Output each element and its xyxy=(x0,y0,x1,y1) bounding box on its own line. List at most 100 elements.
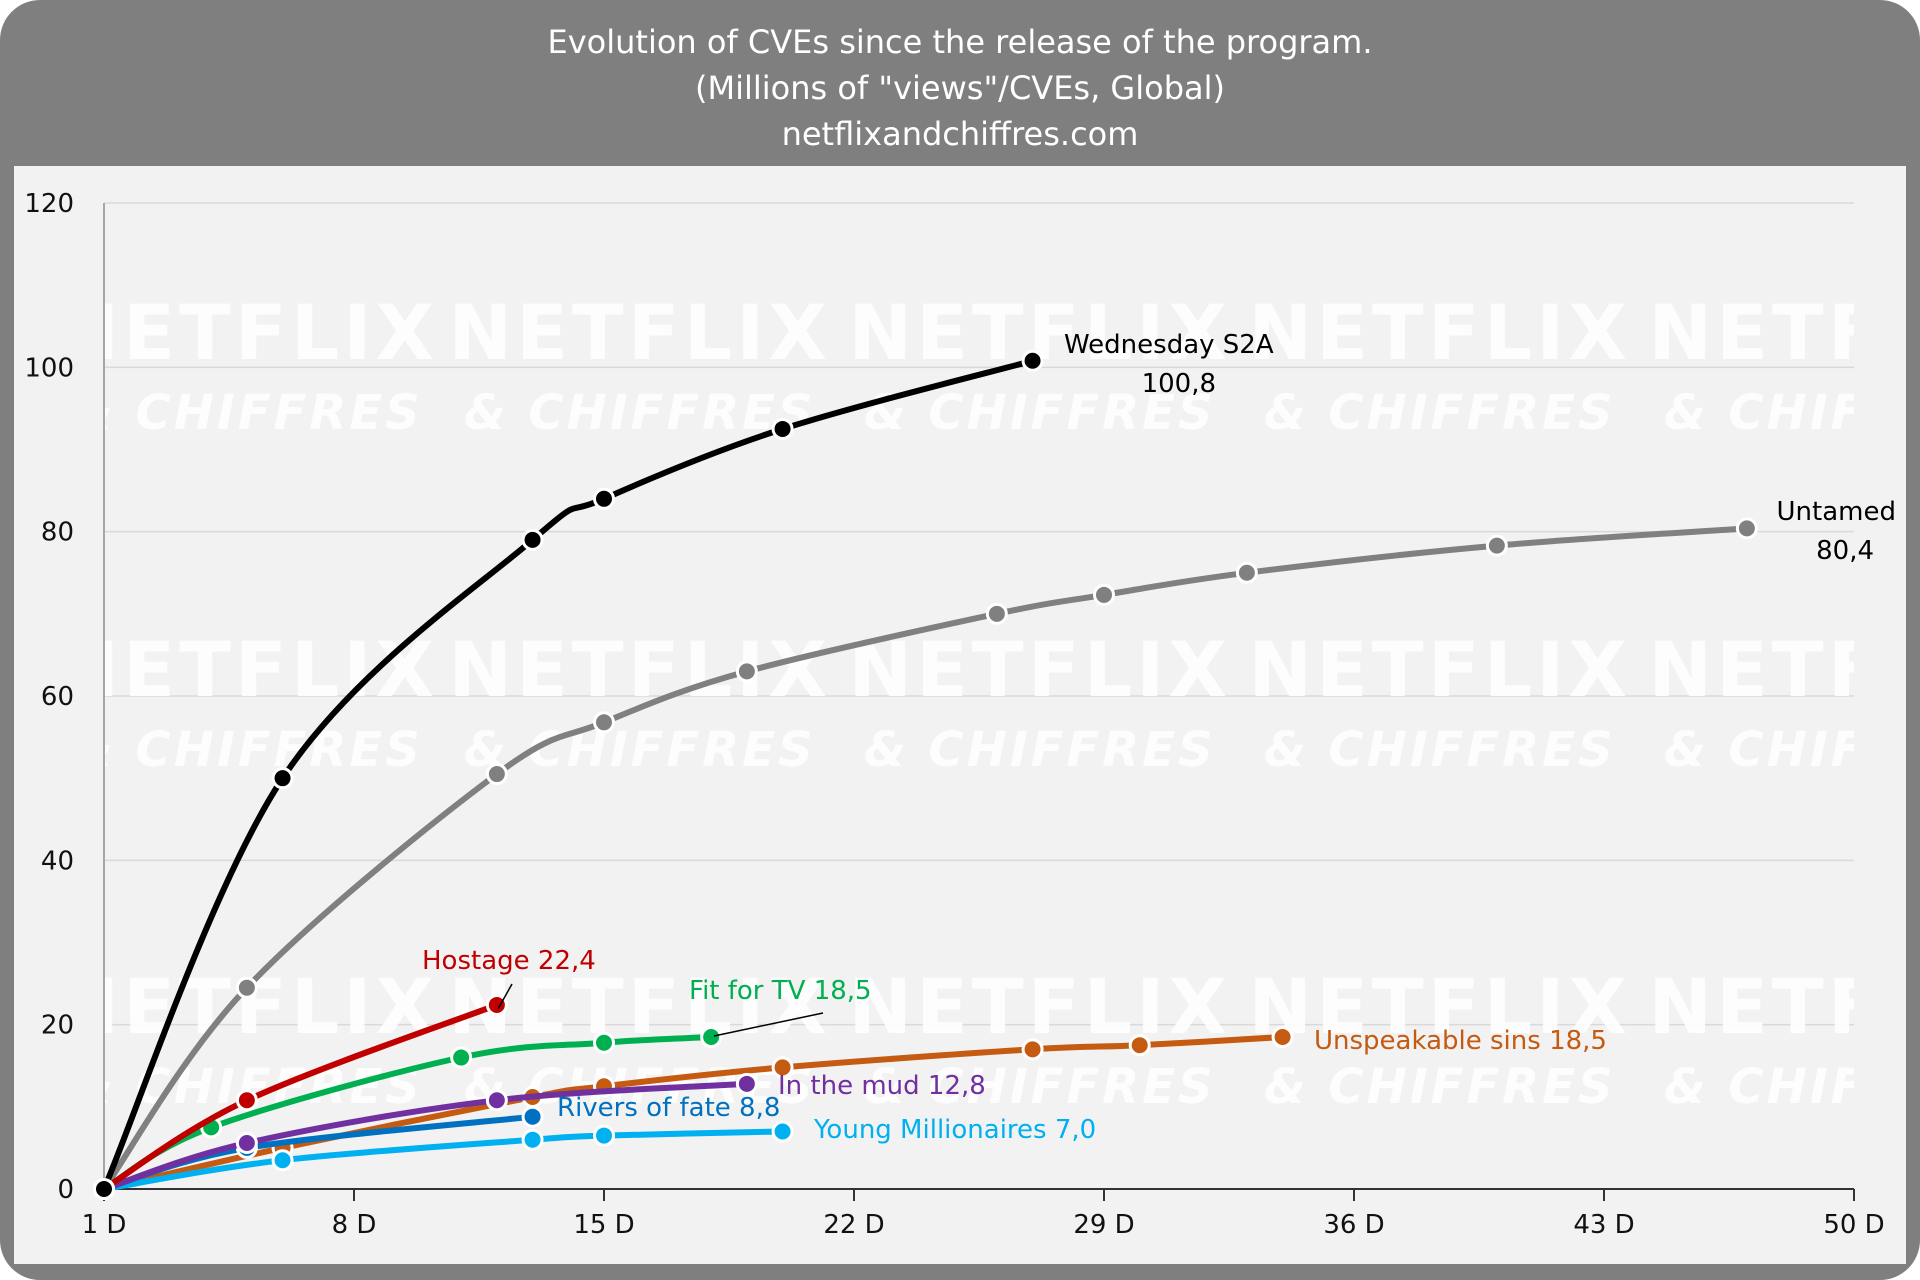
series-line-mud xyxy=(101,1080,750,1192)
series-label-young: Young Millionaires 7,0 xyxy=(813,1115,1096,1145)
watermark-text: NETFLIX xyxy=(448,288,831,377)
data-point-fit xyxy=(700,1025,723,1048)
data-point-wednesday xyxy=(271,767,294,790)
data-point-young xyxy=(271,1149,294,1172)
series-label-hostage: Hostage 22,4 xyxy=(422,946,596,976)
y-tick-label: 120 xyxy=(24,189,74,219)
watermark-text: & CHIFFRES xyxy=(1664,1059,1906,1115)
label-leader-hostage xyxy=(497,983,513,1010)
series-label-mud: In the mud 12,8 xyxy=(778,1071,986,1101)
series-label-fit: Fit for TV 18,5 xyxy=(689,976,872,1006)
data-point-young xyxy=(521,1128,544,1151)
watermark-text: NETFLIX xyxy=(448,962,831,1051)
watermark-text: NETFLIX xyxy=(848,962,1231,1051)
x-tick-label: 29 D xyxy=(1073,1210,1134,1240)
watermark-text: NETFLIX xyxy=(1648,288,1906,377)
series-label-wednesday: 100,8 xyxy=(1142,369,1216,399)
watermark-text: NETFLIX xyxy=(1248,288,1631,377)
data-point-wednesday xyxy=(93,1178,115,1200)
watermark-text: & CHIFFRES xyxy=(464,385,816,441)
data-point-mud xyxy=(235,1131,258,1154)
watermark: NETFLIX & CHIFFRES NETFLIX & CHIFFRES NETFLI… xyxy=(56,288,1906,1115)
x-tick-label: 36 D xyxy=(1323,1210,1384,1240)
data-point-rivers xyxy=(521,1105,544,1128)
data-point-untamed xyxy=(1735,517,1758,540)
series-label-unspeakable: Unspeakable sins 18,5 xyxy=(1314,1026,1607,1056)
x-tick-label: 43 D xyxy=(1573,1210,1634,1240)
plot-panel: NETFLIX & CHIFFRES NETFLIX & CHIFFRES NETFLI… xyxy=(14,166,1906,1264)
y-tick-label: 20 xyxy=(41,1011,74,1041)
series-line-wednesday xyxy=(101,357,1036,1192)
data-point-untamed xyxy=(1093,583,1115,606)
watermark-text: & CHIFFRES xyxy=(864,385,1216,441)
data-point-unspeakable xyxy=(1021,1038,1044,1061)
data-point-mud xyxy=(485,1089,508,1112)
watermark-text: & CHIFFRES xyxy=(1264,385,1616,441)
data-point-untamed xyxy=(735,660,758,683)
data-point-untamed xyxy=(235,976,258,999)
watermark-text: & CHIFFRES xyxy=(1264,722,1616,778)
series-label-untamed: Untamed xyxy=(1777,497,1896,527)
x-tick-label: 15 D xyxy=(573,1210,634,1240)
data-point-young xyxy=(771,1120,794,1143)
chart-header: Evolution of CVEs since the release of t… xyxy=(0,0,1920,166)
watermark-text: NETFLIX xyxy=(1248,625,1631,714)
x-tick-label: 50 D xyxy=(1823,1210,1884,1240)
data-point-untamed xyxy=(1235,561,1258,584)
chart-source: netflixandchiffres.com xyxy=(781,115,1139,153)
chart-title: Evolution of CVEs since the release of t… xyxy=(547,23,1373,61)
data-point-wednesday xyxy=(521,528,544,551)
watermark-text: & CHIFFRES xyxy=(1664,385,1906,441)
series-label-rivers: Rivers of fate 8,8 xyxy=(557,1093,780,1123)
watermark-text: NETFLIX xyxy=(56,962,439,1051)
watermark-text: & CHIFFRES xyxy=(1664,722,1906,778)
watermark-text: & CHIFFRES xyxy=(864,722,1216,778)
series-wednesday xyxy=(93,349,1044,1200)
watermark-text: & CHIFFRES xyxy=(1264,1059,1616,1115)
data-point-young xyxy=(593,1124,615,1147)
data-point-hostage xyxy=(235,1089,258,1112)
data-point-untamed xyxy=(593,711,615,734)
watermark-text: & CHIFFRES xyxy=(464,722,816,778)
y-tick-label: 40 xyxy=(41,846,74,876)
line-chart: NETFLIX & CHIFFRES NETFLIX & CHIFFRES NETFLI… xyxy=(24,189,1906,1240)
series-label-untamed: 80,4 xyxy=(1816,536,1874,566)
watermark-text: & CHIFFRES xyxy=(71,385,423,441)
data-point-unspeakable xyxy=(1128,1034,1151,1057)
data-point-unspeakable xyxy=(771,1056,794,1079)
series-line-unspeakable xyxy=(101,1034,1286,1192)
watermark-text: NETFLIX xyxy=(448,625,831,714)
y-tick-label: 80 xyxy=(41,518,74,548)
label-leader-fit xyxy=(713,1012,824,1037)
watermark-text: NETFLIX xyxy=(1648,625,1906,714)
data-point-hostage xyxy=(485,993,508,1016)
data-point-untamed xyxy=(1485,534,1508,557)
watermark-text: NETFLIX xyxy=(848,625,1231,714)
y-tick-label: 60 xyxy=(41,682,74,712)
chart-subtitle: (Millions of "views"/CVEs, Global) xyxy=(695,69,1225,107)
data-point-wednesday xyxy=(593,487,615,510)
x-tick-label: 1 D xyxy=(82,1210,127,1240)
data-point-untamed xyxy=(985,602,1008,625)
x-tick-label: 8 D xyxy=(332,1210,377,1240)
data-point-untamed xyxy=(485,763,508,786)
data-point-mud xyxy=(735,1072,758,1095)
watermark-text: & CHIFFRES xyxy=(864,1059,1216,1115)
data-point-wednesday xyxy=(1021,349,1044,372)
data-point-fit xyxy=(450,1046,473,1069)
watermark-text: NETFLIX xyxy=(1248,962,1631,1051)
y-tick-label: 100 xyxy=(24,353,74,383)
series-label-wednesday: Wednesday S2A xyxy=(1064,330,1274,360)
x-tick-label: 22 D xyxy=(823,1210,884,1240)
watermark-text: NETFLIX xyxy=(1648,962,1906,1051)
data-point-wednesday xyxy=(771,417,794,440)
watermark-text: & CHIFFRES xyxy=(71,722,423,778)
y-tick-label: 0 xyxy=(57,1175,74,1205)
data-point-fit xyxy=(593,1031,615,1054)
series-line-untamed xyxy=(101,525,1750,1192)
watermark-text: NETFLIX xyxy=(56,288,439,377)
series-hostage xyxy=(93,993,508,1200)
data-point-unspeakable xyxy=(1271,1025,1294,1048)
series-line-young xyxy=(101,1128,786,1192)
